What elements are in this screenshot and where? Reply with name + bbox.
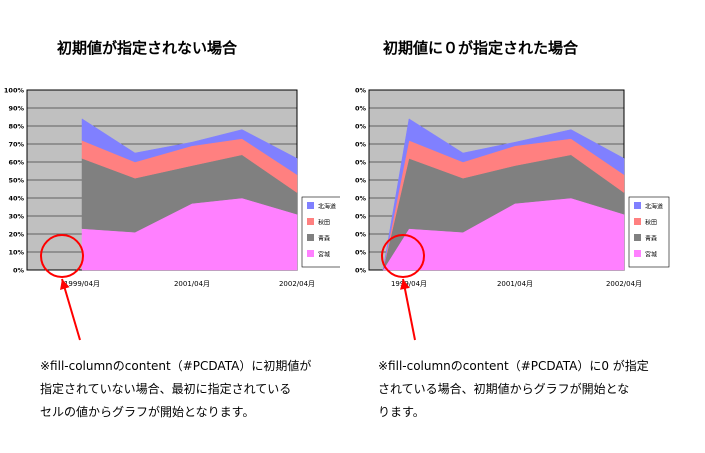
legend-label: 青森 (318, 235, 330, 243)
legend-label: 北海道 (318, 203, 336, 211)
note-right-line-3: ります。 (378, 405, 425, 419)
y-tick-label: 80% (8, 123, 24, 131)
y-tick-label: 80% (355, 123, 366, 131)
y-tick-label: 10% (355, 249, 366, 257)
x-tick-label: 2002/04月 (279, 280, 315, 288)
note-left-line-1: ※fill-columnのcontent（#PCDATA）に初期値が (40, 359, 312, 373)
note-right-line-1: ※fill-columnのcontent（#PCDATA）に0 が指定 (378, 359, 649, 373)
y-tick-label: 70% (355, 141, 366, 149)
y-tick-label: 100% (4, 87, 25, 95)
legend-label: 宮城 (645, 251, 657, 259)
highlight-circle (40, 234, 84, 278)
note-right: ※fill-columnのcontent（#PCDATA）に0 が指定 されてい… (378, 355, 649, 424)
legend-swatch (634, 234, 641, 241)
right-panel-title: 初期値に０が指定された場合 (383, 39, 579, 57)
x-tick-label: 2002/04月 (606, 280, 642, 288)
legend-swatch (307, 202, 314, 209)
legend-label: 秋田 (645, 219, 657, 227)
y-tick-label: 70% (8, 141, 24, 149)
y-tick-label: 10% (8, 249, 24, 257)
note-left: ※fill-columnのcontent（#PCDATA）に初期値が 指定されて… (40, 355, 311, 424)
highlight-circle (381, 234, 425, 278)
y-tick-label: 30% (8, 213, 24, 221)
y-tick-label: 50% (355, 177, 366, 185)
legend-label: 宮城 (318, 251, 330, 259)
chart-left: 0% 10% 20% 30% 40% 50% 60% 70% 80% 90% 100% 1999/04… (4, 87, 340, 288)
note-right-line-2: されている場合、初期値からグラフが開始とな (378, 382, 630, 396)
legend-label: 秋田 (318, 219, 330, 227)
y-tick-label: 90% (355, 105, 366, 113)
x-tick-label: 1999/04月 (391, 280, 427, 288)
y-tick-label: 20% (8, 231, 24, 239)
y-tick-label: 20% (355, 231, 366, 239)
x-tick-label: 2001/04月 (497, 280, 533, 288)
area-series (382, 118, 625, 271)
legend-swatch (634, 202, 641, 209)
x-tick-label: 2001/04月 (174, 280, 210, 288)
y-tick-label: 50% (8, 177, 24, 185)
legend-swatch (307, 250, 314, 257)
legend-label: 青森 (645, 235, 657, 243)
note-left-line-2: 指定されていない場合、最初に指定されている (40, 382, 292, 396)
legend-swatch (634, 250, 641, 257)
y-tick-label: 90% (8, 105, 24, 113)
left-panel-title: 初期値が指定されない場合 (57, 39, 238, 57)
legend-label: 北海道 (645, 203, 663, 211)
y-tick-label: 0% (355, 267, 366, 275)
legend-swatch (307, 234, 314, 241)
y-tick-label: 60% (355, 159, 366, 167)
y-tick-label: 60% (8, 159, 24, 167)
area-series (81, 118, 298, 176)
y-tick-label: 30% (355, 213, 366, 221)
y-tick-label: 0% (13, 267, 25, 275)
note-left-line-3: セルの値からグラフが開始となります。 (40, 405, 255, 419)
legend-swatch (307, 218, 314, 225)
chart-right: 0% 10% 20% 30% 40% 50% 60% 70% 80% 90% 100% 1999/04… (355, 87, 670, 288)
legend-swatch (634, 218, 641, 225)
y-tick-label: 100% (355, 87, 366, 95)
y-tick-label: 40% (8, 195, 24, 203)
x-tick-label: 1999/04月 (64, 280, 100, 288)
y-tick-label: 40% (355, 195, 366, 203)
